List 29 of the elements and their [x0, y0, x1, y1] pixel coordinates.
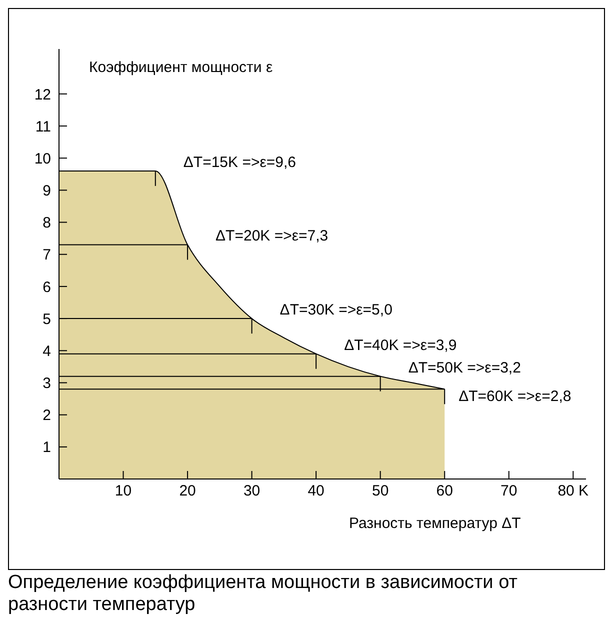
y-tick-label: 9: [42, 182, 51, 200]
annotation: ΔT=30K =>ε=5,0: [280, 302, 392, 319]
y-tick-label: 3: [42, 375, 51, 392]
y-tick-label: 11: [35, 118, 51, 136]
text: Определение коэффициента мощности в зависимости от разности температур: [8, 572, 518, 616]
annotation: ΔT=50K =>ε=3,2: [408, 359, 521, 376]
x-axis-title: Разность температур ΔT: [349, 515, 521, 532]
x-tick-label: 50: [372, 482, 389, 500]
y-tick-label: 8: [42, 214, 51, 232]
x-tick-label: 30: [243, 482, 260, 500]
x-tick-label: 80 K: [558, 482, 589, 500]
y-tick-label: 10: [34, 150, 51, 168]
annotation: ΔT=15K =>ε=9,6: [183, 154, 296, 171]
y-tick-label: 12: [34, 86, 51, 104]
y-tick-label: 6: [42, 278, 51, 296]
annotation: ΔT=40K =>ε=3,9: [344, 336, 457, 354]
y-axis-title: Коэффициент мощности ε: [89, 59, 273, 76]
annotation: ΔT=60K =>ε=2,8: [458, 388, 572, 406]
x-tick-label: 40: [308, 482, 324, 500]
x-tick-label: 20: [179, 482, 196, 500]
y-tick-label: 5: [42, 310, 51, 328]
y-tick-label: 4: [42, 342, 51, 360]
x-tick-label: 10: [114, 482, 132, 500]
y-tick-label: 2: [42, 407, 51, 424]
annotation: ΔT=20K =>ε=7,3: [216, 228, 328, 245]
y-tick-label: 1: [42, 439, 51, 456]
y-tick-label: 7: [42, 246, 51, 264]
x-tick-label: 70: [500, 482, 518, 500]
x-tick-label: 60: [436, 482, 453, 500]
